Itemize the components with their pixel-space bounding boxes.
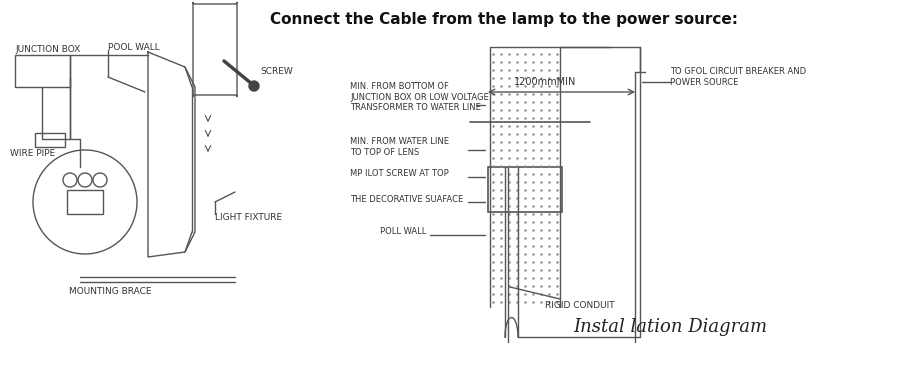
Text: MIN. FROM BOTTOM OF
JUNCTION BOX OR LOW VOLTAGE
TRANSFORMER TO WATER LINE: MIN. FROM BOTTOM OF JUNCTION BOX OR LOW … (350, 82, 489, 112)
Bar (488, 167, 562, 212)
Text: SCREW: SCREW (260, 67, 292, 75)
Text: WIRE PIPE: WIRE PIPE (10, 149, 55, 159)
Bar (15, 55, 70, 87)
Text: THE DECORATIVE SUAFACE: THE DECORATIVE SUAFACE (350, 195, 464, 204)
Text: TO GFOL CIRCUIT BREAKER AND
POWER SOURCE: TO GFOL CIRCUIT BREAKER AND POWER SOURCE (670, 67, 806, 87)
Text: 1200mmMIN: 1200mmMIN (514, 77, 576, 87)
Text: RIGID CONDUIT: RIGID CONDUIT (545, 300, 615, 310)
Text: MOUNTING BRACE: MOUNTING BRACE (68, 288, 151, 296)
Text: POOL WALL: POOL WALL (108, 43, 160, 51)
Bar (35, 133, 65, 147)
Text: MP ILOT SCREW AT TOP: MP ILOT SCREW AT TOP (350, 170, 449, 178)
Text: JUNCTION BOX: JUNCTION BOX (15, 46, 80, 55)
Text: MIN. FROM WATER LINE
TO TOP OF LENS: MIN. FROM WATER LINE TO TOP OF LENS (350, 137, 449, 157)
Bar (67, 190, 103, 214)
Text: POLL WALL: POLL WALL (380, 228, 427, 236)
Text: LIGHT FIXTURE: LIGHT FIXTURE (215, 212, 282, 221)
Circle shape (249, 81, 259, 91)
Text: Instal lation Diagram: Instal lation Diagram (573, 318, 767, 336)
Text: Connect the Cable from the lamp to the power source:: Connect the Cable from the lamp to the p… (270, 12, 738, 27)
